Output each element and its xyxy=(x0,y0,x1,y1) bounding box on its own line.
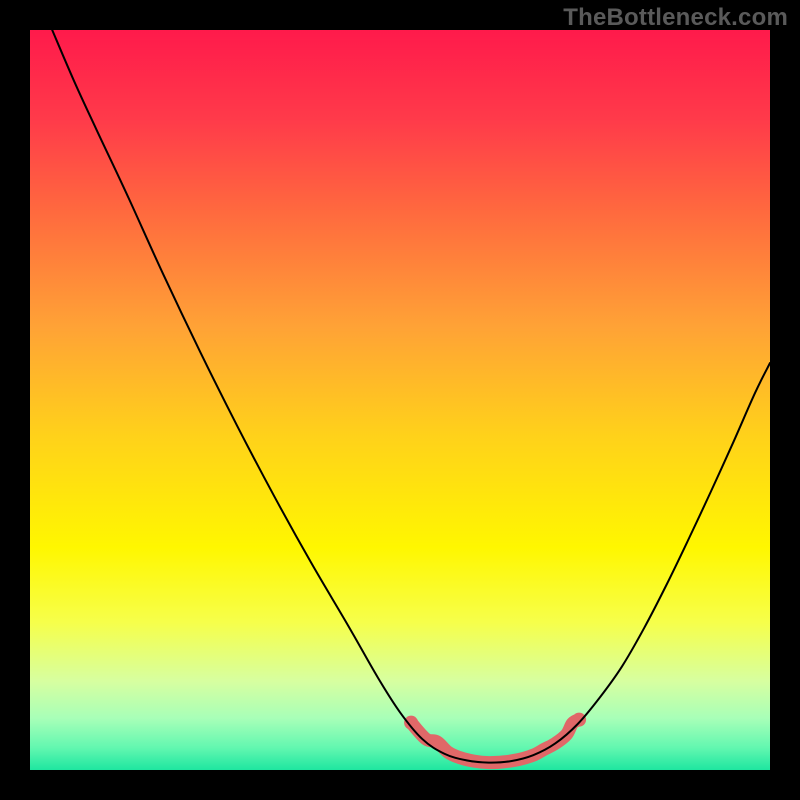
bottleneck-chart-svg xyxy=(0,0,800,800)
highlight-end-dot-1 xyxy=(572,713,586,727)
chart-stage: TheBottleneck.com xyxy=(0,0,800,800)
gradient-background xyxy=(30,30,770,770)
